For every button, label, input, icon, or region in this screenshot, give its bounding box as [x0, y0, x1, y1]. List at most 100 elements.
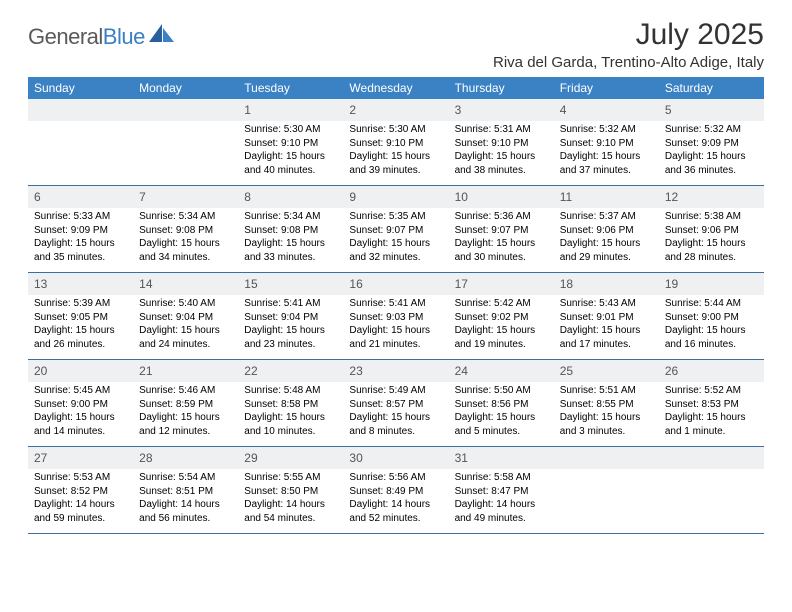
sunset-line: Sunset: 9:03 PM: [349, 311, 442, 325]
day-number: 21: [139, 364, 152, 378]
calendar-day-cell: .: [659, 447, 764, 533]
sunrise-line: Sunrise: 5:43 AM: [560, 297, 653, 311]
day-number: 27: [34, 451, 47, 465]
sunrise-line: Sunrise: 5:41 AM: [244, 297, 337, 311]
day-number-row: 9: [343, 186, 448, 208]
day-number: 7: [139, 190, 146, 204]
sunset-line: Sunset: 9:09 PM: [665, 137, 758, 151]
sunrise-line: Sunrise: 5:44 AM: [665, 297, 758, 311]
sunrise-line: Sunrise: 5:34 AM: [244, 210, 337, 224]
calendar-day-cell: 23Sunrise: 5:49 AMSunset: 8:57 PMDayligh…: [343, 360, 448, 446]
daylight-line: Daylight: 14 hours and 52 minutes.: [349, 498, 442, 525]
daylight-line: Daylight: 15 hours and 38 minutes.: [455, 150, 548, 177]
daylight-line: Daylight: 15 hours and 29 minutes.: [560, 237, 653, 264]
daylight-line: Daylight: 15 hours and 23 minutes.: [244, 324, 337, 351]
day-details: Sunrise: 5:30 AMSunset: 9:10 PMDaylight:…: [343, 121, 448, 183]
sunrise-line: Sunrise: 5:35 AM: [349, 210, 442, 224]
daylight-line: Daylight: 15 hours and 21 minutes.: [349, 324, 442, 351]
day-number: 26: [665, 364, 678, 378]
calendar-day-cell: 22Sunrise: 5:48 AMSunset: 8:58 PMDayligh…: [238, 360, 343, 446]
daylight-line: Daylight: 15 hours and 28 minutes.: [665, 237, 758, 264]
day-number-row: 21: [133, 360, 238, 382]
day-number-row: 12: [659, 186, 764, 208]
sunset-line: Sunset: 8:53 PM: [665, 398, 758, 412]
day-details: Sunrise: 5:34 AMSunset: 9:08 PMDaylight:…: [133, 208, 238, 270]
daylight-line: Daylight: 15 hours and 1 minute.: [665, 411, 758, 438]
calendar-day-cell: 14Sunrise: 5:40 AMSunset: 9:04 PMDayligh…: [133, 273, 238, 359]
daylight-line: Daylight: 14 hours and 49 minutes.: [455, 498, 548, 525]
day-number-row: 8: [238, 186, 343, 208]
day-details: Sunrise: 5:53 AMSunset: 8:52 PMDaylight:…: [28, 469, 133, 531]
sunrise-line: Sunrise: 5:48 AM: [244, 384, 337, 398]
day-number: 6: [34, 190, 41, 204]
sunrise-line: Sunrise: 5:50 AM: [455, 384, 548, 398]
calendar-day-cell: 29Sunrise: 5:55 AMSunset: 8:50 PMDayligh…: [238, 447, 343, 533]
day-number: 29: [244, 451, 257, 465]
sunrise-line: Sunrise: 5:46 AM: [139, 384, 232, 398]
page-header: GeneralBlue July 2025 Riva del Garda, Tr…: [28, 18, 764, 71]
day-number: 10: [455, 190, 468, 204]
daylight-line: Daylight: 15 hours and 17 minutes.: [560, 324, 653, 351]
daylight-line: Daylight: 15 hours and 30 minutes.: [455, 237, 548, 264]
calendar-day-cell: 24Sunrise: 5:50 AMSunset: 8:56 PMDayligh…: [449, 360, 554, 446]
daylight-line: Daylight: 15 hours and 36 minutes.: [665, 150, 758, 177]
sunrise-line: Sunrise: 5:56 AM: [349, 471, 442, 485]
day-details: Sunrise: 5:32 AMSunset: 9:10 PMDaylight:…: [554, 121, 659, 183]
calendar-day-cell: 21Sunrise: 5:46 AMSunset: 8:59 PMDayligh…: [133, 360, 238, 446]
calendar-day-cell: 12Sunrise: 5:38 AMSunset: 9:06 PMDayligh…: [659, 186, 764, 272]
daylight-line: Daylight: 15 hours and 32 minutes.: [349, 237, 442, 264]
sunrise-line: Sunrise: 5:33 AM: [34, 210, 127, 224]
sunrise-line: Sunrise: 5:37 AM: [560, 210, 653, 224]
sunrise-line: Sunrise: 5:54 AM: [139, 471, 232, 485]
calendar-day-cell: 6 Sunrise: 5:33 AMSunset: 9:09 PMDaylight…: [28, 186, 133, 272]
location-subtitle: Riva del Garda, Trentino-Alto Adige, Ita…: [493, 54, 764, 71]
day-number: 31: [455, 451, 468, 465]
calendar-day-cell: 16 Sunrise: 5:41 AMSunset: 9:03 PMDayligh…: [343, 273, 448, 359]
day-number-row: 15: [238, 273, 343, 295]
calendar-body: ..1Sunrise: 5:30 AMSunset: 9:10 PMDaylig…: [28, 99, 764, 534]
day-details: Sunrise: 5:56 AMSunset: 8:49 PMDaylight:…: [343, 469, 448, 531]
sunrise-line: Sunrise: 5:34 AM: [139, 210, 232, 224]
day-number-row: 6: [28, 186, 133, 208]
day-number: 16: [349, 277, 362, 291]
daylight-line: Daylight: 15 hours and 39 minutes.: [349, 150, 442, 177]
day-number-row: .: [554, 447, 659, 469]
sunset-line: Sunset: 9:10 PM: [244, 137, 337, 151]
day-details: Sunrise: 5:45 AMSunset: 9:00 PMDaylight:…: [28, 382, 133, 444]
sunset-line: Sunset: 8:55 PM: [560, 398, 653, 412]
brand-part1: General: [28, 24, 103, 49]
daylight-line: Daylight: 15 hours and 16 minutes.: [665, 324, 758, 351]
month-title: July 2025: [493, 18, 764, 52]
day-number-row: 4: [554, 99, 659, 121]
day-details: Sunrise: 5:44 AMSunset: 9:00 PMDaylight:…: [659, 295, 764, 357]
day-number-row: 11: [554, 186, 659, 208]
sunrise-line: Sunrise: 5:36 AM: [455, 210, 548, 224]
calendar-day-cell: 25 Sunrise: 5:51 AMSunset: 8:55 PMDayligh…: [554, 360, 659, 446]
day-number-row: 20: [28, 360, 133, 382]
day-number-row: 24: [449, 360, 554, 382]
day-details: Sunrise: 5:33 AMSunset: 9:09 PMDaylight:…: [28, 208, 133, 270]
day-number-row: 5: [659, 99, 764, 121]
calendar-day-cell: 17Sunrise: 5:42 AMSunset: 9:02 PMDayligh…: [449, 273, 554, 359]
brand-part2: Blue: [103, 24, 145, 49]
day-number: 30: [349, 451, 362, 465]
day-details: Sunrise: 5:34 AMSunset: 9:08 PMDaylight:…: [238, 208, 343, 270]
sunset-line: Sunset: 9:05 PM: [34, 311, 127, 325]
day-details: Sunrise: 5:58 AMSunset: 8:47 PMDaylight:…: [449, 469, 554, 531]
calendar-day-cell: 4 Sunrise: 5:32 AMSunset: 9:10 PMDaylight…: [554, 99, 659, 185]
day-number-row: 14: [133, 273, 238, 295]
day-number: 22: [244, 364, 257, 378]
day-number-row: .: [28, 99, 133, 121]
sunset-line: Sunset: 8:47 PM: [455, 485, 548, 499]
day-details: Sunrise: 5:41 AMSunset: 9:03 PMDaylight:…: [343, 295, 448, 357]
day-number-row: 29: [238, 447, 343, 469]
day-number: 4: [560, 103, 567, 117]
weekday-header: Thursday: [449, 77, 554, 99]
day-number-row: 16: [343, 273, 448, 295]
day-number-row: 25: [554, 360, 659, 382]
sunset-line: Sunset: 9:10 PM: [560, 137, 653, 151]
day-number: 25: [560, 364, 573, 378]
calendar-day-cell: 26Sunrise: 5:52 AMSunset: 8:53 PMDayligh…: [659, 360, 764, 446]
day-details: Sunrise: 5:51 AMSunset: 8:55 PMDaylight:…: [554, 382, 659, 444]
day-details: [133, 121, 238, 129]
